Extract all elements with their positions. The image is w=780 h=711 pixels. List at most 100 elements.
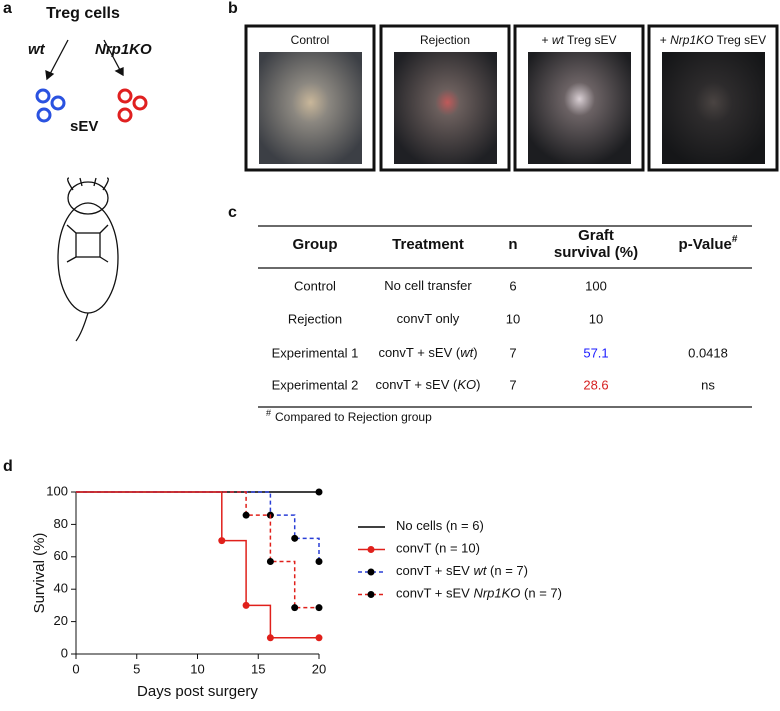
photo-caption-part: Rejection	[420, 33, 470, 47]
y-tick-label: 60	[54, 548, 68, 563]
y-tick-label: 20	[54, 613, 68, 628]
survival-marker	[242, 511, 250, 519]
table-cell: 57.1	[583, 345, 608, 360]
panel-b-photos	[259, 52, 765, 164]
table-cell: 10	[506, 311, 520, 326]
panel-a-right: Nrp1KO	[95, 41, 152, 58]
legend-label-part: Nrp1KO	[473, 586, 520, 601]
photo-caption: + wt Treg sEV	[541, 33, 616, 47]
survival-marker	[315, 557, 323, 565]
survival-marker	[315, 634, 323, 642]
x-tick-label: 15	[251, 661, 265, 676]
photo-caption-part: Treg sEV	[714, 33, 767, 47]
legend-label-part: convT (n = 10)	[396, 541, 480, 556]
x-tick-label: 0	[72, 661, 79, 676]
table-cell: No cell transfer	[384, 278, 472, 293]
table-cell-part: wt	[460, 345, 474, 360]
table-cell: 0.0418	[688, 345, 728, 360]
table-cell-part: convT + sEV (	[378, 345, 460, 360]
table-cell: 6	[509, 278, 516, 293]
panel-label: b	[228, 0, 238, 17]
survival-marker	[266, 557, 274, 565]
table-cell-part: convT + sEV (	[376, 377, 458, 392]
survival-marker	[266, 634, 274, 642]
legend-label: convT (n = 10)	[396, 541, 480, 556]
table-cell: Experimental 1	[272, 345, 359, 360]
table-cell-part: KO	[457, 377, 476, 392]
photo-caption-part: Nrp1KO	[670, 33, 713, 47]
table-header: p-Value#	[679, 234, 738, 253]
legend-label: No cells (n = 6)	[396, 518, 484, 533]
table-header: Graft	[578, 227, 614, 244]
table-cell: 7	[509, 345, 516, 360]
legend-label-part: wt	[473, 563, 487, 578]
table-cell: Control	[294, 278, 336, 293]
legend-marker	[367, 568, 375, 576]
table-cell: Experimental 2	[272, 377, 359, 392]
footnote-text: Compared to Rejection group	[275, 410, 432, 424]
photo-caption-part: +	[541, 33, 551, 47]
legend-label-part: No cells (n = 6)	[396, 518, 484, 533]
panel-a-art	[35, 39, 148, 342]
table-rules	[258, 225, 752, 408]
table-cell: convT only	[397, 311, 460, 326]
table-cell: 10	[589, 311, 603, 326]
footnote: # Compared to Rejection group	[266, 408, 432, 424]
table-cell: 28.6	[583, 377, 608, 392]
y-tick-label: 80	[54, 516, 68, 531]
legend-marker	[367, 546, 375, 553]
table-cell: convT + sEV (wt)	[378, 345, 477, 360]
legend-label: convT + sEV wt (n = 7)	[396, 563, 528, 578]
x-tick-label: 20	[312, 661, 326, 676]
legend-label-part: convT + sEV	[396, 586, 473, 601]
photo-caption-part: Treg sEV	[564, 33, 617, 47]
x-tick-label: 5	[133, 661, 140, 676]
panel-b-frames	[244, 24, 779, 172]
survival-marker	[291, 534, 299, 542]
table-header: survival (%)	[554, 244, 638, 261]
table-cell: ns	[701, 377, 715, 392]
panel-label: c	[228, 204, 237, 221]
table-header: n	[508, 236, 517, 253]
survival-marker	[315, 488, 323, 496]
panel-a-left: wt	[28, 41, 46, 58]
legend-label-part: (n = 7)	[520, 586, 562, 601]
legend-label: convT + sEV Nrp1KO (n = 7)	[396, 586, 562, 601]
panel-a-title: Treg cells	[46, 5, 120, 22]
table-cell: convT + sEV (KO)	[376, 377, 481, 392]
photo-caption-part: +	[660, 33, 670, 47]
table-header-mark: #	[732, 234, 738, 245]
survival-line	[76, 491, 319, 609]
y-tick-label: 40	[54, 581, 68, 596]
table-cell-part: convT only	[397, 311, 460, 326]
survival-marker	[291, 604, 299, 612]
table-cell-part: No cell transfer	[384, 278, 472, 293]
y-axis-label: Survival (%)	[31, 533, 48, 614]
y-tick-label: 0	[61, 645, 68, 660]
table-header-text: p-Value	[679, 236, 732, 253]
photo-caption: Control	[291, 33, 330, 47]
table-cell: Rejection	[288, 311, 342, 326]
survival-marker	[242, 601, 250, 609]
survival-line	[76, 491, 319, 639]
x-tick-label: 10	[190, 661, 204, 676]
survival-marker	[218, 537, 226, 545]
x-axis-label: Days post surgery	[137, 683, 258, 700]
photo-caption-part: wt	[552, 33, 565, 47]
photo-caption: Rejection	[420, 33, 470, 47]
survival-line	[76, 491, 320, 562]
legend-label-part: convT + sEV	[396, 563, 473, 578]
photo-caption-part: Control	[291, 33, 330, 47]
legend-label-part: (n = 7)	[486, 563, 528, 578]
y-tick-label: 100	[46, 483, 68, 498]
table-cell-part: )	[473, 345, 477, 360]
legend-marker	[367, 591, 375, 598]
table-header: Treatment	[392, 236, 464, 253]
table-header: Group	[293, 236, 338, 253]
footnote-mark: #	[266, 408, 271, 418]
panel-label: d	[3, 458, 13, 475]
table-cell-part: )	[476, 377, 480, 392]
survival-marker	[315, 604, 323, 612]
photo-caption: + Nrp1KO Treg sEV	[660, 33, 766, 47]
